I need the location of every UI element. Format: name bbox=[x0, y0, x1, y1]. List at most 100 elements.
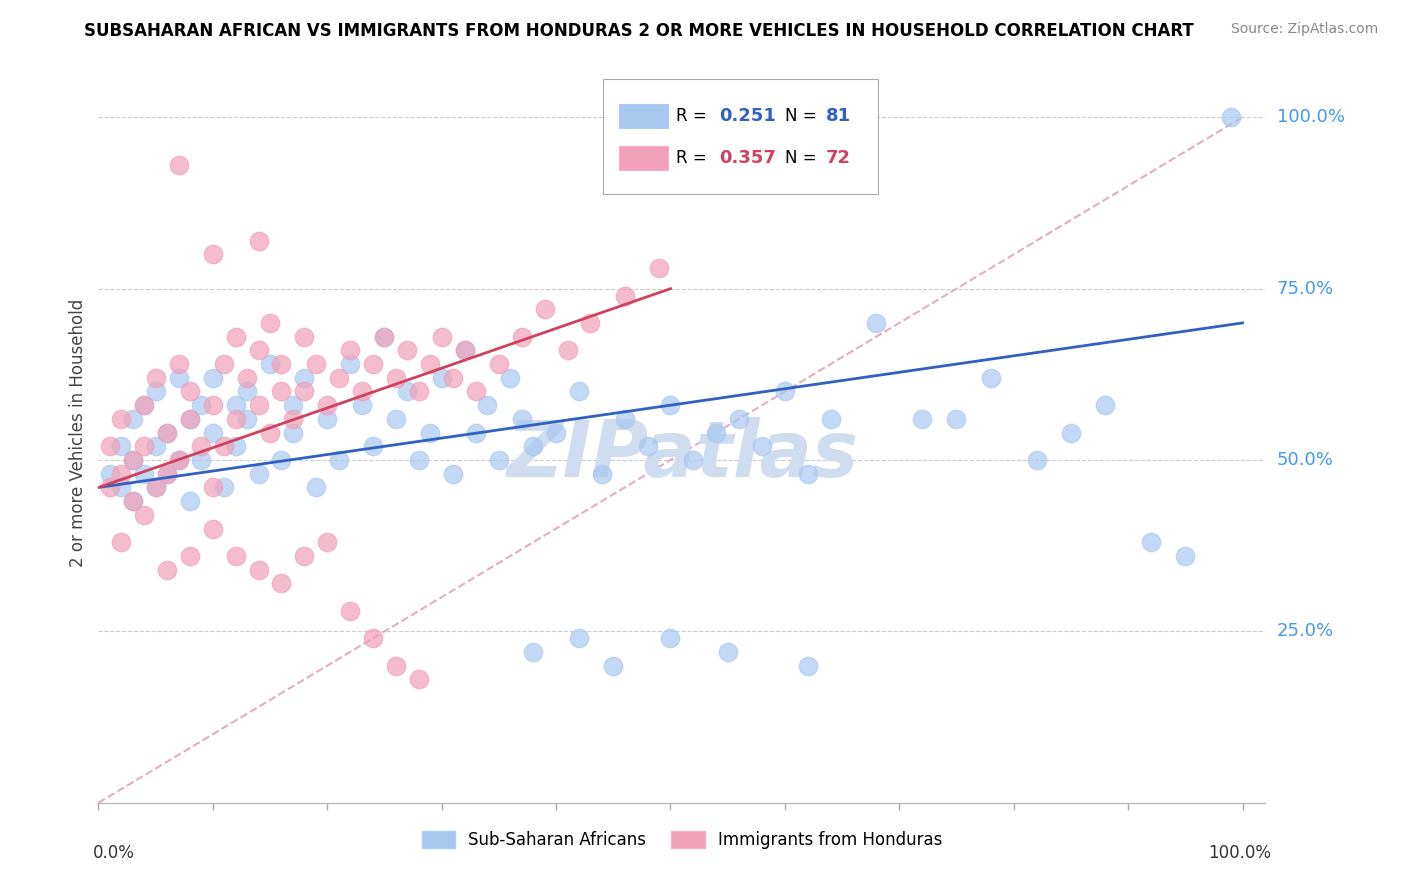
Text: SUBSAHARAN AFRICAN VS IMMIGRANTS FROM HONDURAS 2 OR MORE VEHICLES IN HOUSEHOLD C: SUBSAHARAN AFRICAN VS IMMIGRANTS FROM HO… bbox=[84, 22, 1194, 40]
Point bbox=[134, 508, 156, 522]
Point bbox=[453, 343, 475, 358]
Point bbox=[167, 453, 190, 467]
Point bbox=[156, 467, 179, 481]
Point bbox=[568, 632, 591, 646]
Point bbox=[134, 398, 156, 412]
Point bbox=[361, 632, 384, 646]
Point bbox=[225, 329, 247, 343]
Text: ZIPatlas: ZIPatlas bbox=[506, 417, 858, 493]
Point bbox=[201, 522, 224, 536]
Point bbox=[408, 384, 430, 399]
Point bbox=[911, 412, 934, 426]
Point bbox=[190, 453, 212, 467]
Point bbox=[134, 398, 156, 412]
Point bbox=[477, 398, 499, 412]
Point bbox=[385, 371, 408, 385]
Text: 0.251: 0.251 bbox=[720, 107, 776, 125]
Point bbox=[145, 439, 167, 453]
Point bbox=[637, 439, 659, 453]
Point bbox=[419, 425, 441, 440]
Point bbox=[385, 412, 408, 426]
Point bbox=[145, 384, 167, 399]
Point bbox=[225, 439, 247, 453]
Point bbox=[145, 371, 167, 385]
Point bbox=[396, 343, 419, 358]
Point bbox=[190, 439, 212, 453]
Point bbox=[510, 412, 533, 426]
Legend: Sub-Saharan Africans, Immigrants from Honduras: Sub-Saharan Africans, Immigrants from Ho… bbox=[413, 822, 950, 857]
Point bbox=[292, 371, 315, 385]
Point bbox=[98, 480, 121, 494]
Point bbox=[773, 384, 796, 399]
Point bbox=[980, 371, 1002, 385]
Point bbox=[373, 329, 395, 343]
Point bbox=[281, 398, 304, 412]
Point bbox=[225, 412, 247, 426]
Point bbox=[201, 247, 224, 261]
Point bbox=[179, 549, 201, 563]
Point bbox=[328, 371, 350, 385]
Point bbox=[201, 425, 224, 440]
Point bbox=[156, 425, 179, 440]
Point bbox=[167, 453, 190, 467]
Point bbox=[179, 494, 201, 508]
Y-axis label: 2 or more Vehicles in Household: 2 or more Vehicles in Household bbox=[69, 299, 87, 566]
Point bbox=[728, 412, 751, 426]
Text: 75.0%: 75.0% bbox=[1277, 280, 1334, 298]
Point bbox=[305, 480, 328, 494]
Point bbox=[110, 535, 132, 549]
Point bbox=[659, 398, 682, 412]
Point bbox=[214, 357, 236, 371]
Point bbox=[98, 467, 121, 481]
Point bbox=[110, 467, 132, 481]
Point bbox=[1174, 549, 1197, 563]
Point bbox=[201, 371, 224, 385]
Point bbox=[797, 467, 820, 481]
Point bbox=[361, 439, 384, 453]
Point bbox=[110, 412, 132, 426]
Point bbox=[305, 357, 328, 371]
Point bbox=[316, 535, 339, 549]
Point bbox=[613, 412, 636, 426]
Point bbox=[499, 371, 522, 385]
Point bbox=[145, 480, 167, 494]
Text: N =: N = bbox=[785, 149, 821, 167]
Point bbox=[557, 343, 579, 358]
Point bbox=[316, 398, 339, 412]
Text: 100.0%: 100.0% bbox=[1208, 844, 1271, 862]
Text: 25.0%: 25.0% bbox=[1277, 623, 1334, 640]
Point bbox=[201, 398, 224, 412]
Point bbox=[247, 563, 270, 577]
Point bbox=[568, 384, 591, 399]
Point bbox=[156, 425, 179, 440]
Point bbox=[110, 439, 132, 453]
Point bbox=[339, 343, 361, 358]
Point bbox=[98, 439, 121, 453]
Point bbox=[430, 371, 453, 385]
Point bbox=[270, 384, 292, 399]
Point bbox=[408, 673, 430, 687]
Point bbox=[945, 412, 967, 426]
Point bbox=[236, 384, 259, 399]
Point bbox=[259, 425, 281, 440]
Point bbox=[328, 453, 350, 467]
Text: 0.357: 0.357 bbox=[720, 149, 776, 167]
FancyBboxPatch shape bbox=[619, 146, 668, 169]
Point bbox=[1060, 425, 1083, 440]
Point bbox=[156, 467, 179, 481]
Point bbox=[121, 453, 143, 467]
Point bbox=[441, 467, 464, 481]
Point bbox=[441, 371, 464, 385]
Point bbox=[121, 494, 143, 508]
Text: R =: R = bbox=[676, 107, 711, 125]
Point bbox=[453, 343, 475, 358]
Point bbox=[1220, 110, 1243, 124]
Text: 72: 72 bbox=[825, 149, 851, 167]
Text: R =: R = bbox=[676, 149, 711, 167]
Point bbox=[1140, 535, 1163, 549]
Point bbox=[751, 439, 773, 453]
Point bbox=[1094, 398, 1116, 412]
Point bbox=[350, 398, 373, 412]
Point bbox=[121, 412, 143, 426]
Text: N =: N = bbox=[785, 107, 821, 125]
